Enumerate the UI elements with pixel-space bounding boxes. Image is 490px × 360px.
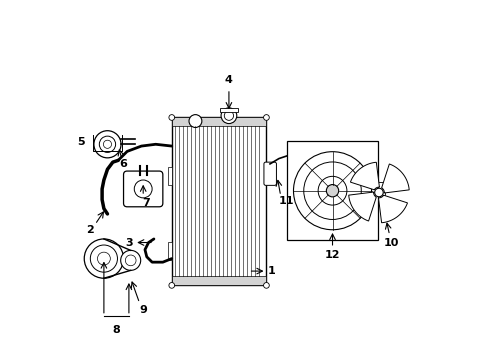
Circle shape — [90, 245, 118, 272]
Circle shape — [326, 185, 339, 197]
Bar — [172, 276, 267, 285]
Circle shape — [169, 114, 174, 120]
Bar — [287, 141, 378, 240]
Circle shape — [169, 283, 174, 288]
Text: 7: 7 — [142, 198, 149, 208]
Text: 8: 8 — [113, 325, 120, 335]
Circle shape — [375, 188, 383, 197]
Bar — [378, 182, 385, 200]
Circle shape — [224, 111, 234, 120]
Bar — [172, 117, 267, 285]
Text: 6: 6 — [120, 159, 127, 169]
Circle shape — [189, 114, 202, 127]
Circle shape — [125, 255, 136, 266]
Text: 10: 10 — [384, 238, 399, 248]
Circle shape — [318, 176, 347, 205]
Circle shape — [84, 239, 123, 278]
Text: 11: 11 — [278, 197, 294, 206]
Bar — [168, 242, 172, 260]
FancyBboxPatch shape — [123, 171, 163, 207]
Circle shape — [103, 140, 112, 148]
Circle shape — [264, 114, 270, 120]
Text: 3: 3 — [125, 238, 133, 248]
Circle shape — [94, 131, 121, 158]
Text: 1: 1 — [268, 266, 276, 276]
Text: 4: 4 — [225, 75, 233, 85]
Circle shape — [121, 250, 141, 270]
Circle shape — [264, 283, 270, 288]
Bar — [172, 117, 267, 126]
Circle shape — [294, 152, 371, 230]
Text: 9: 9 — [139, 305, 147, 315]
Circle shape — [134, 180, 152, 198]
Polygon shape — [349, 192, 376, 221]
Circle shape — [304, 162, 361, 220]
Bar — [220, 108, 238, 112]
Polygon shape — [378, 195, 408, 223]
Polygon shape — [382, 164, 409, 193]
Text: 12: 12 — [325, 250, 340, 260]
Bar — [168, 167, 172, 185]
FancyBboxPatch shape — [264, 162, 276, 185]
Text: 2: 2 — [86, 225, 94, 235]
Polygon shape — [350, 162, 379, 190]
Circle shape — [98, 252, 110, 265]
Text: 5: 5 — [77, 138, 84, 148]
Circle shape — [221, 108, 237, 123]
Circle shape — [99, 136, 116, 152]
